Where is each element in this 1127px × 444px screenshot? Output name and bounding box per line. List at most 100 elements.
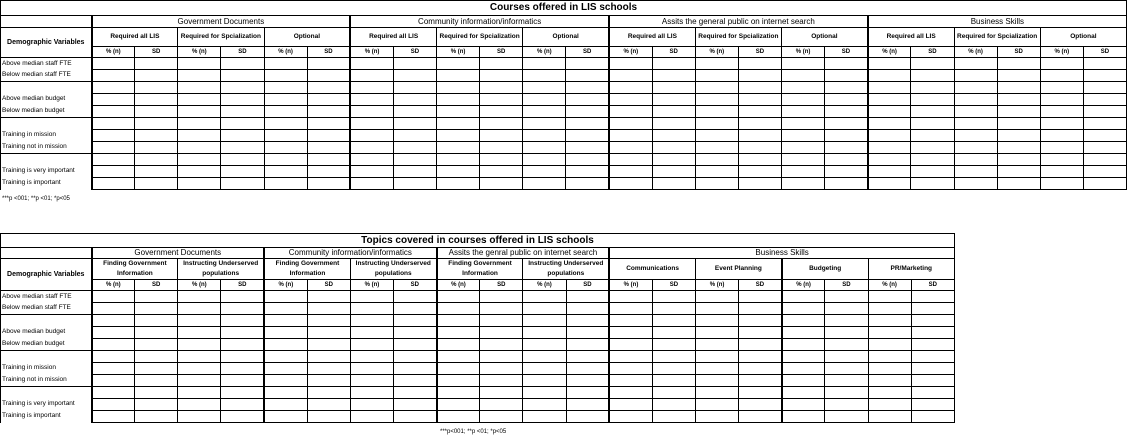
data-cell xyxy=(565,93,610,106)
data-cell xyxy=(522,117,567,130)
data-cell xyxy=(522,177,567,190)
data-cell xyxy=(220,350,265,363)
data-cell xyxy=(867,398,912,411)
data-cell xyxy=(867,302,912,315)
data-cell xyxy=(479,117,524,130)
data-cell xyxy=(263,362,308,375)
data-cell xyxy=(177,302,222,315)
sd-header: SD xyxy=(996,46,1041,58)
data-cell xyxy=(263,69,308,82)
data-cell xyxy=(220,177,265,190)
data-cell xyxy=(263,410,308,423)
data-cell xyxy=(435,410,481,423)
table2-footnote: ***p<001; **p <01; *p<05 xyxy=(440,429,507,435)
data-cell xyxy=(306,326,351,339)
sd-header: SD xyxy=(134,279,179,291)
data-cell xyxy=(867,374,912,387)
data-cell xyxy=(306,177,351,190)
data-cell xyxy=(90,398,136,411)
data-cell xyxy=(996,129,1041,142)
data-cell xyxy=(435,105,481,118)
row-label: Below median budget xyxy=(0,338,93,351)
data-cell xyxy=(910,177,955,190)
percent-n-header: % (n) xyxy=(263,46,308,58)
data-cell xyxy=(349,117,394,130)
data-cell xyxy=(737,69,783,82)
data-cell xyxy=(392,81,438,94)
data-cell xyxy=(392,165,438,178)
subgroup-header: Optional xyxy=(1039,27,1127,47)
data-cell xyxy=(90,302,136,315)
data-cell xyxy=(866,153,912,166)
data-cell xyxy=(1082,165,1127,178)
data-cell xyxy=(263,141,308,154)
subgroup-header: Optional xyxy=(263,27,351,47)
data-cell xyxy=(1039,141,1084,154)
percent-n-header: % (n) xyxy=(177,279,222,291)
data-cell xyxy=(349,57,394,70)
table-row xyxy=(0,350,956,363)
data-cell xyxy=(565,362,610,375)
row-label xyxy=(0,350,93,363)
row-label xyxy=(0,386,93,399)
data-cell xyxy=(996,69,1041,82)
subgroup-header: Required for Spcialization xyxy=(953,27,1041,47)
data-cell xyxy=(349,362,394,375)
data-cell xyxy=(263,117,308,130)
table-row: Above median budget xyxy=(0,93,1127,106)
percent-n-header: % (n) xyxy=(953,46,998,58)
row-label: Training not in mission xyxy=(0,374,93,387)
data-cell xyxy=(90,290,136,303)
data-cell xyxy=(90,410,136,423)
data-cell xyxy=(651,165,696,178)
data-cell xyxy=(1082,69,1127,82)
data-cell xyxy=(177,93,222,106)
sd-header: SD xyxy=(738,279,783,291)
data-cell xyxy=(607,69,653,82)
table-row: Above median staff FTE xyxy=(0,57,1127,70)
data-cell xyxy=(392,93,438,106)
data-cell xyxy=(392,314,438,327)
data-cell xyxy=(522,69,567,82)
data-cell xyxy=(866,81,912,94)
sd-header: SD xyxy=(737,46,783,58)
data-cell xyxy=(996,117,1041,130)
data-cell xyxy=(824,105,869,118)
data-cell xyxy=(738,350,783,363)
data-cell xyxy=(1039,57,1084,70)
data-cell xyxy=(349,177,394,190)
data-cell xyxy=(780,290,826,303)
data-cell xyxy=(651,57,696,70)
data-cell xyxy=(134,153,179,166)
data-cell xyxy=(177,350,222,363)
data-cell xyxy=(177,410,222,423)
data-cell xyxy=(134,350,179,363)
data-cell xyxy=(651,105,696,118)
data-cell xyxy=(435,57,481,70)
percent-n-header: % (n) xyxy=(263,279,308,291)
data-cell xyxy=(349,314,394,327)
data-cell xyxy=(824,410,869,423)
percent-n-header: % (n) xyxy=(435,46,481,58)
subgroup-header: Instructing Underserved populations xyxy=(522,258,610,280)
data-cell xyxy=(1039,177,1084,190)
data-cell xyxy=(522,153,567,166)
data-cell xyxy=(479,374,524,387)
percent-n-header: % (n) xyxy=(1039,46,1084,58)
data-cell xyxy=(306,362,351,375)
data-cell xyxy=(780,153,826,166)
data-cell xyxy=(607,153,653,166)
data-cell xyxy=(867,410,912,423)
data-cell xyxy=(694,93,739,106)
data-cell xyxy=(220,314,265,327)
data-cell xyxy=(479,386,524,399)
subgroup-header: Required all LIS xyxy=(866,27,955,47)
data-cell xyxy=(392,141,438,154)
data-cell xyxy=(220,93,265,106)
percent-n-header: % (n) xyxy=(607,46,653,58)
data-cell xyxy=(607,165,653,178)
data-cell xyxy=(220,362,265,375)
percent-n-header: % (n) xyxy=(90,279,136,291)
row-label: Below median staff FTE xyxy=(0,302,93,315)
data-cell xyxy=(392,290,438,303)
